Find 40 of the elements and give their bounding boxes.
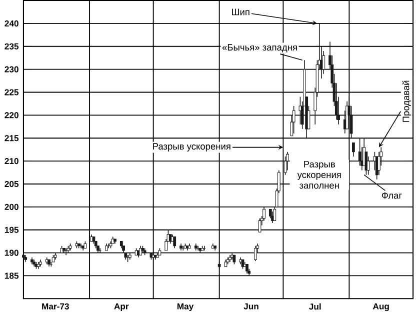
candlestick: [268, 209, 272, 220]
candlestick: [292, 106, 296, 134]
y-tick-label: 205: [4, 181, 19, 188]
y-tick-label: 215: [4, 135, 19, 142]
candlestick: [262, 206, 266, 222]
x-tick-label: Jul: [309, 304, 321, 310]
y-tick-label: 220: [4, 112, 18, 118]
candlestick: [298, 96, 302, 126]
annotation: Разрыв ускорения: [153, 143, 230, 152]
candlestick: [173, 236, 176, 249]
candlestick: [284, 156, 287, 176]
candlestick: [254, 246, 257, 262]
y-tick-label: 240: [4, 20, 18, 27]
annotation: «Бычья» западня: [222, 44, 297, 53]
annotation: Разрыв ускорения заполнен: [297, 161, 341, 189]
y-tick-label: 225: [4, 89, 19, 96]
y-tick-label: 200: [4, 204, 18, 210]
candlestick: [232, 254, 236, 265]
candlestick: [358, 138, 362, 166]
y-tick-label: 190: [4, 250, 18, 256]
annotation: Продавай: [402, 81, 412, 122]
candlestick: [373, 152, 376, 171]
candlestick: [352, 142, 355, 158]
x-tick-label: Apr: [114, 304, 129, 312]
candlestick: [98, 248, 102, 254]
candlestick: [258, 218, 262, 233]
y-tick-label: 235: [4, 44, 19, 50]
candlestick: [246, 264, 248, 274]
annotation: Флаг: [382, 192, 402, 199]
x-tick-label: May: [177, 304, 194, 312]
y-tick-label: 210: [4, 158, 18, 164]
y-tick-label: 230: [4, 66, 18, 73]
x-tick-label: Jun: [244, 304, 258, 310]
x-tick-label: Aug: [372, 304, 389, 312]
candlestick: [378, 152, 380, 176]
candlestick: [322, 50, 326, 75]
x-tick-label: Mar-73: [42, 304, 69, 310]
y-tick-label: 185: [4, 272, 19, 280]
annotation: Шип: [232, 9, 250, 16]
y-tick-label: 195: [4, 227, 19, 234]
